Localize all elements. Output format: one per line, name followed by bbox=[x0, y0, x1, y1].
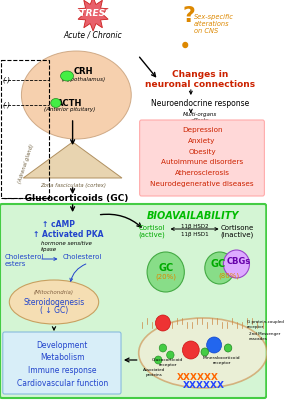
Text: (Mitochondria): (Mitochondria) bbox=[34, 290, 74, 295]
Text: Zona fasciculata (cortex): Zona fasciculata (cortex) bbox=[40, 183, 106, 188]
Text: Obesity: Obesity bbox=[188, 148, 216, 154]
Circle shape bbox=[201, 348, 209, 356]
Text: (-): (-) bbox=[3, 77, 11, 83]
Text: Steroidogenesis: Steroidogenesis bbox=[23, 298, 85, 307]
FancyBboxPatch shape bbox=[140, 120, 264, 196]
Text: GC: GC bbox=[158, 263, 173, 273]
Polygon shape bbox=[78, 0, 108, 31]
Text: Acute / Chronic: Acute / Chronic bbox=[64, 30, 123, 39]
Text: BIOAVAILABILITY: BIOAVAILABILITY bbox=[147, 211, 239, 221]
Text: Immune response: Immune response bbox=[28, 366, 97, 375]
Circle shape bbox=[154, 356, 162, 364]
Circle shape bbox=[167, 351, 174, 359]
Text: Changes in
neuronal connections: Changes in neuronal connections bbox=[145, 70, 255, 89]
Bar bbox=[1, 60, 49, 198]
Circle shape bbox=[205, 252, 234, 284]
Circle shape bbox=[147, 252, 184, 292]
Ellipse shape bbox=[51, 98, 61, 108]
Text: (20%): (20%) bbox=[155, 274, 176, 280]
Ellipse shape bbox=[22, 51, 131, 139]
Text: (Anterior pituitary): (Anterior pituitary) bbox=[44, 108, 96, 112]
Text: CBGs: CBGs bbox=[226, 256, 251, 266]
Text: G protein-coupled
receptor: G protein-coupled receptor bbox=[247, 320, 284, 329]
Text: (inactive): (inactive) bbox=[221, 232, 254, 238]
Text: Glucocorticoid
receptor: Glucocorticoid receptor bbox=[152, 358, 183, 366]
Text: Cortisol: Cortisol bbox=[139, 225, 165, 231]
Text: (-): (-) bbox=[3, 102, 11, 108]
Circle shape bbox=[183, 341, 199, 359]
Text: hormone sensitive: hormone sensitive bbox=[41, 241, 92, 246]
Text: Depression: Depression bbox=[182, 127, 222, 133]
Text: Mineralocorticoid
receptor: Mineralocorticoid receptor bbox=[203, 356, 241, 365]
Text: STRESS: STRESS bbox=[74, 10, 112, 18]
Text: XXXXXX: XXXXXX bbox=[183, 380, 225, 390]
Text: (Hypothalamus): (Hypothalamus) bbox=[62, 76, 106, 82]
Circle shape bbox=[224, 344, 232, 352]
Text: 11β HSD1: 11β HSD1 bbox=[181, 232, 208, 237]
Text: 2nd Messenger
cascades: 2nd Messenger cascades bbox=[249, 332, 280, 341]
Circle shape bbox=[223, 250, 249, 278]
Text: Multi-organs
effects: Multi-organs effects bbox=[183, 112, 217, 123]
Text: Neuroendocrine response: Neuroendocrine response bbox=[151, 99, 249, 108]
Circle shape bbox=[156, 315, 170, 331]
Text: Cholesterol: Cholesterol bbox=[62, 254, 102, 260]
Text: ↑ cAMP: ↑ cAMP bbox=[42, 220, 75, 229]
FancyBboxPatch shape bbox=[0, 204, 266, 398]
Text: Associated
proteins: Associated proteins bbox=[142, 368, 165, 377]
Text: ACTH: ACTH bbox=[57, 98, 82, 108]
Text: 11β HSD2: 11β HSD2 bbox=[181, 224, 208, 229]
Text: Development: Development bbox=[37, 341, 88, 350]
Circle shape bbox=[159, 344, 167, 352]
Ellipse shape bbox=[139, 318, 267, 388]
Text: ↑ Activated PKA: ↑ Activated PKA bbox=[33, 230, 103, 239]
Text: Cardiovascular function: Cardiovascular function bbox=[17, 378, 108, 388]
Text: Cholesterol
esters: Cholesterol esters bbox=[5, 254, 44, 267]
Text: GC: GC bbox=[210, 259, 226, 269]
Text: Sex-specific
alterations
on CNS: Sex-specific alterations on CNS bbox=[194, 14, 234, 34]
Text: (Adrenal gland): (Adrenal gland) bbox=[17, 144, 34, 184]
Text: CRH: CRH bbox=[74, 68, 94, 76]
Text: XXXXXX: XXXXXX bbox=[177, 374, 219, 382]
Text: lipase: lipase bbox=[41, 247, 57, 252]
Text: Anxiety: Anxiety bbox=[188, 138, 216, 144]
Text: ( ↓ GC): ( ↓ GC) bbox=[40, 306, 68, 315]
Polygon shape bbox=[23, 142, 122, 178]
Text: Atherosclerosis: Atherosclerosis bbox=[174, 170, 230, 176]
Text: Cortisone: Cortisone bbox=[221, 225, 254, 231]
Text: Metabolism: Metabolism bbox=[40, 354, 85, 362]
Text: (80%): (80%) bbox=[218, 273, 240, 279]
Ellipse shape bbox=[9, 280, 99, 324]
Text: Neurodegenerative diseases: Neurodegenerative diseases bbox=[150, 181, 254, 187]
Text: Autoimmune disorders: Autoimmune disorders bbox=[161, 159, 243, 166]
Text: (active): (active) bbox=[138, 232, 165, 238]
FancyBboxPatch shape bbox=[3, 332, 121, 394]
Text: ?: ? bbox=[183, 6, 195, 26]
Circle shape bbox=[207, 337, 222, 353]
Text: - - - Glucocorticoids (GC): - - - Glucocorticoids (GC) bbox=[4, 194, 128, 202]
Ellipse shape bbox=[61, 71, 73, 81]
Circle shape bbox=[183, 42, 188, 48]
